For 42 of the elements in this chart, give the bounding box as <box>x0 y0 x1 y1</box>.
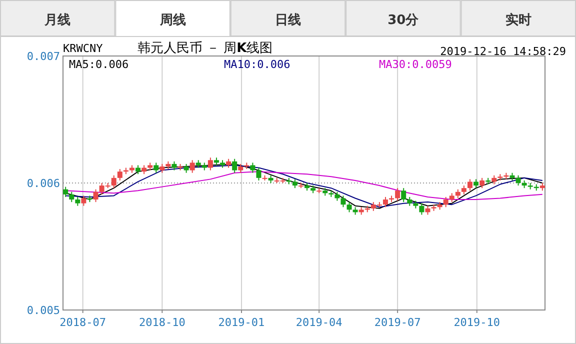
text: 日线 <box>275 13 301 28</box>
candlestick <box>232 158 238 174</box>
candlestick <box>250 162 256 174</box>
candlestick <box>480 177 485 189</box>
text: 周线 <box>158 13 186 28</box>
x-tick-label: 2019-04 <box>296 316 343 329</box>
candlestick <box>93 188 98 203</box>
y-tick-label: 0.007 <box>26 50 60 63</box>
candlestick <box>111 174 116 189</box>
chart-title: 韩元人民币 － 周K线图 <box>137 41 273 56</box>
candlestick <box>154 162 159 174</box>
y-tick-label: 0.005 <box>26 304 60 317</box>
x-tick-label: 2018-07 <box>60 316 106 329</box>
candlestick <box>467 178 472 192</box>
text: MA5:0.006 <box>69 58 129 71</box>
text: MA30:0.0059 <box>379 58 452 71</box>
x-tick-label: 2018-10 <box>138 316 186 329</box>
y-tick-label: 0.006 <box>26 177 60 190</box>
candlestick <box>516 174 521 186</box>
chart-subtitle: KRWCNY <box>63 42 104 55</box>
candlestick <box>117 168 122 181</box>
x-tick-label: 2019-01 <box>218 316 265 329</box>
text: 月线 <box>44 13 71 28</box>
candlestick <box>256 167 262 181</box>
candlestick <box>63 186 68 198</box>
annotation: 2019-12-16 14:58:29 <box>440 45 566 58</box>
text: 30分 <box>388 13 420 28</box>
candlestick <box>208 157 213 171</box>
candlestick <box>190 160 195 174</box>
candlestick <box>340 195 346 208</box>
x-tick-label: 2019-10 <box>454 316 500 329</box>
candlestick <box>346 202 352 213</box>
x-tick-label: 2019-07 <box>374 316 421 329</box>
candlestick <box>382 196 388 208</box>
candlestick <box>419 202 424 216</box>
text: MA10:0.006 <box>224 58 290 71</box>
candlestick <box>443 196 448 208</box>
candlestick <box>69 191 74 203</box>
candlestick <box>81 195 86 206</box>
candlestick <box>401 188 406 203</box>
text: 实时 <box>505 12 532 28</box>
candlestick <box>395 188 400 202</box>
